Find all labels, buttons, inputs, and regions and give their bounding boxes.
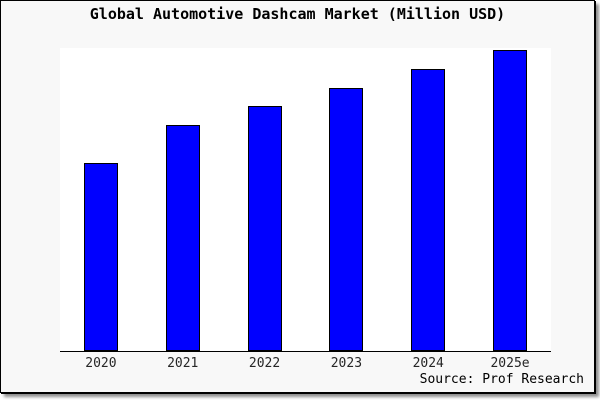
bar-2023 — [329, 87, 364, 351]
bar-2025e — [493, 49, 528, 351]
x-tick-label-2023: 2023 — [330, 356, 363, 371]
x-tick-label-2021: 2021 — [167, 356, 199, 371]
bar-2020 — [83, 162, 118, 351]
bar-2022 — [247, 106, 282, 351]
x-tick-label-2024: 2024 — [412, 356, 444, 371]
x-tick-label-2025e: 2025e — [490, 356, 530, 371]
chart-title: Global Automotive Dashcam Market (Millio… — [89, 5, 506, 23]
x-tick-label-2022: 2022 — [248, 356, 281, 371]
chart-figure: Global Automotive Dashcam Market (Millio… — [0, 0, 595, 393]
source-credit: Source: Prof Research — [419, 372, 584, 387]
plot-area — [60, 48, 551, 352]
bar-2021 — [165, 125, 200, 351]
x-axis-labels: 2020 2021 2022 2023 2024 2025e — [60, 356, 551, 372]
bar-2024 — [411, 68, 446, 351]
x-tick-label-2020: 2020 — [85, 356, 117, 371]
